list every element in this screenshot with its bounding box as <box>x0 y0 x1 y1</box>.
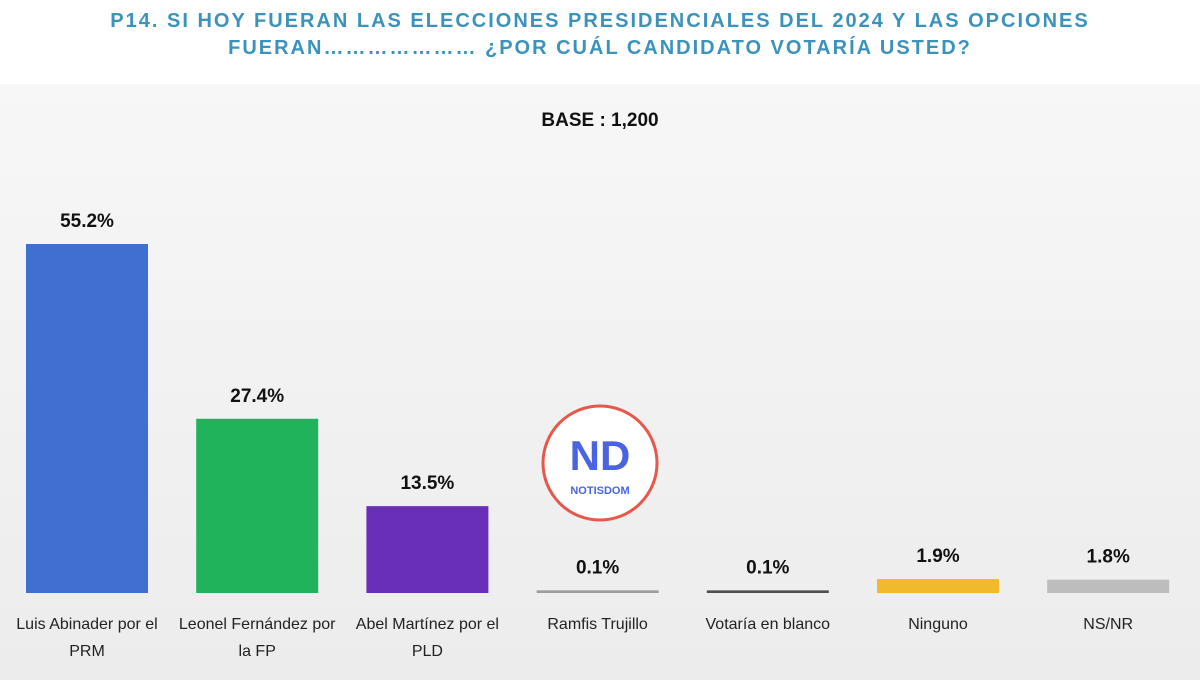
chart-subtitle: BASE : 1,200 <box>541 110 658 131</box>
bar <box>706 590 829 594</box>
bar <box>26 244 148 593</box>
bar <box>1047 579 1170 593</box>
value-label: 1.9% <box>916 546 959 567</box>
chart-title: P14. SI HOY FUERAN LAS ELECCIONES PRESID… <box>110 10 1090 59</box>
value-label: 13.5% <box>400 473 454 494</box>
value-label: 0.1% <box>746 557 789 578</box>
x-tick-label: Leonel Fernández por la FP <box>178 616 336 660</box>
x-tick-label: NS/NR <box>1083 616 1134 633</box>
watermark-logo: ND <box>570 432 631 479</box>
watermark-circle <box>541 404 659 522</box>
bar <box>877 579 999 593</box>
bar <box>536 590 659 594</box>
x-tick-label: Votaría en blanco <box>705 616 831 633</box>
bar <box>196 418 319 593</box>
value-label: 55.2% <box>60 211 114 232</box>
x-tick-label: Ramfis Trujillo <box>547 616 648 633</box>
bar <box>366 506 489 593</box>
watermark: ND NOTISDOM <box>541 404 659 522</box>
value-label: 27.4% <box>230 386 284 407</box>
header: P14. SI HOY FUERAN LAS ELECCIONES PRESID… <box>0 0 1200 84</box>
x-tick-label: Abel Martínez por el PLD <box>355 616 499 660</box>
x-tick-label: Luis Abinader por el PRM <box>16 616 158 660</box>
watermark-text: NOTISDOM <box>570 485 629 497</box>
x-tick-label: Ninguno <box>908 616 968 633</box>
value-label: 0.1% <box>576 557 619 578</box>
value-label: 1.8% <box>1087 547 1130 568</box>
